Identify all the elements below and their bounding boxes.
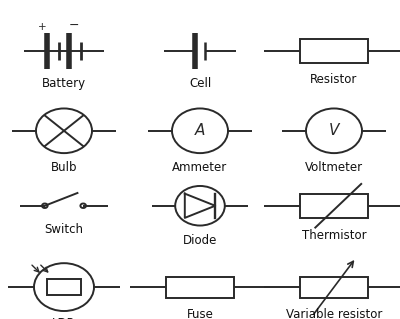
Bar xyxy=(300,277,368,298)
Bar xyxy=(300,194,368,218)
Text: Bulb: Bulb xyxy=(51,161,77,174)
Text: Resistor: Resistor xyxy=(310,73,358,86)
Text: A: A xyxy=(195,123,205,138)
Text: V: V xyxy=(329,123,339,138)
Text: Voltmeter: Voltmeter xyxy=(305,161,363,174)
Text: −: − xyxy=(68,19,79,32)
Text: Battery: Battery xyxy=(42,77,86,90)
Text: Variable resistor: Variable resistor xyxy=(286,308,382,319)
Text: LDR: LDR xyxy=(52,317,76,319)
Text: Ammeter: Ammeter xyxy=(172,161,228,174)
Text: Switch: Switch xyxy=(44,223,84,236)
Text: Cell: Cell xyxy=(189,77,211,90)
Bar xyxy=(166,277,234,298)
Bar xyxy=(47,279,81,295)
Text: +: + xyxy=(38,22,47,32)
Bar xyxy=(300,39,368,63)
Text: Thermistor: Thermistor xyxy=(302,229,366,242)
Text: Diode: Diode xyxy=(183,234,217,247)
Text: Fuse: Fuse xyxy=(186,308,214,319)
